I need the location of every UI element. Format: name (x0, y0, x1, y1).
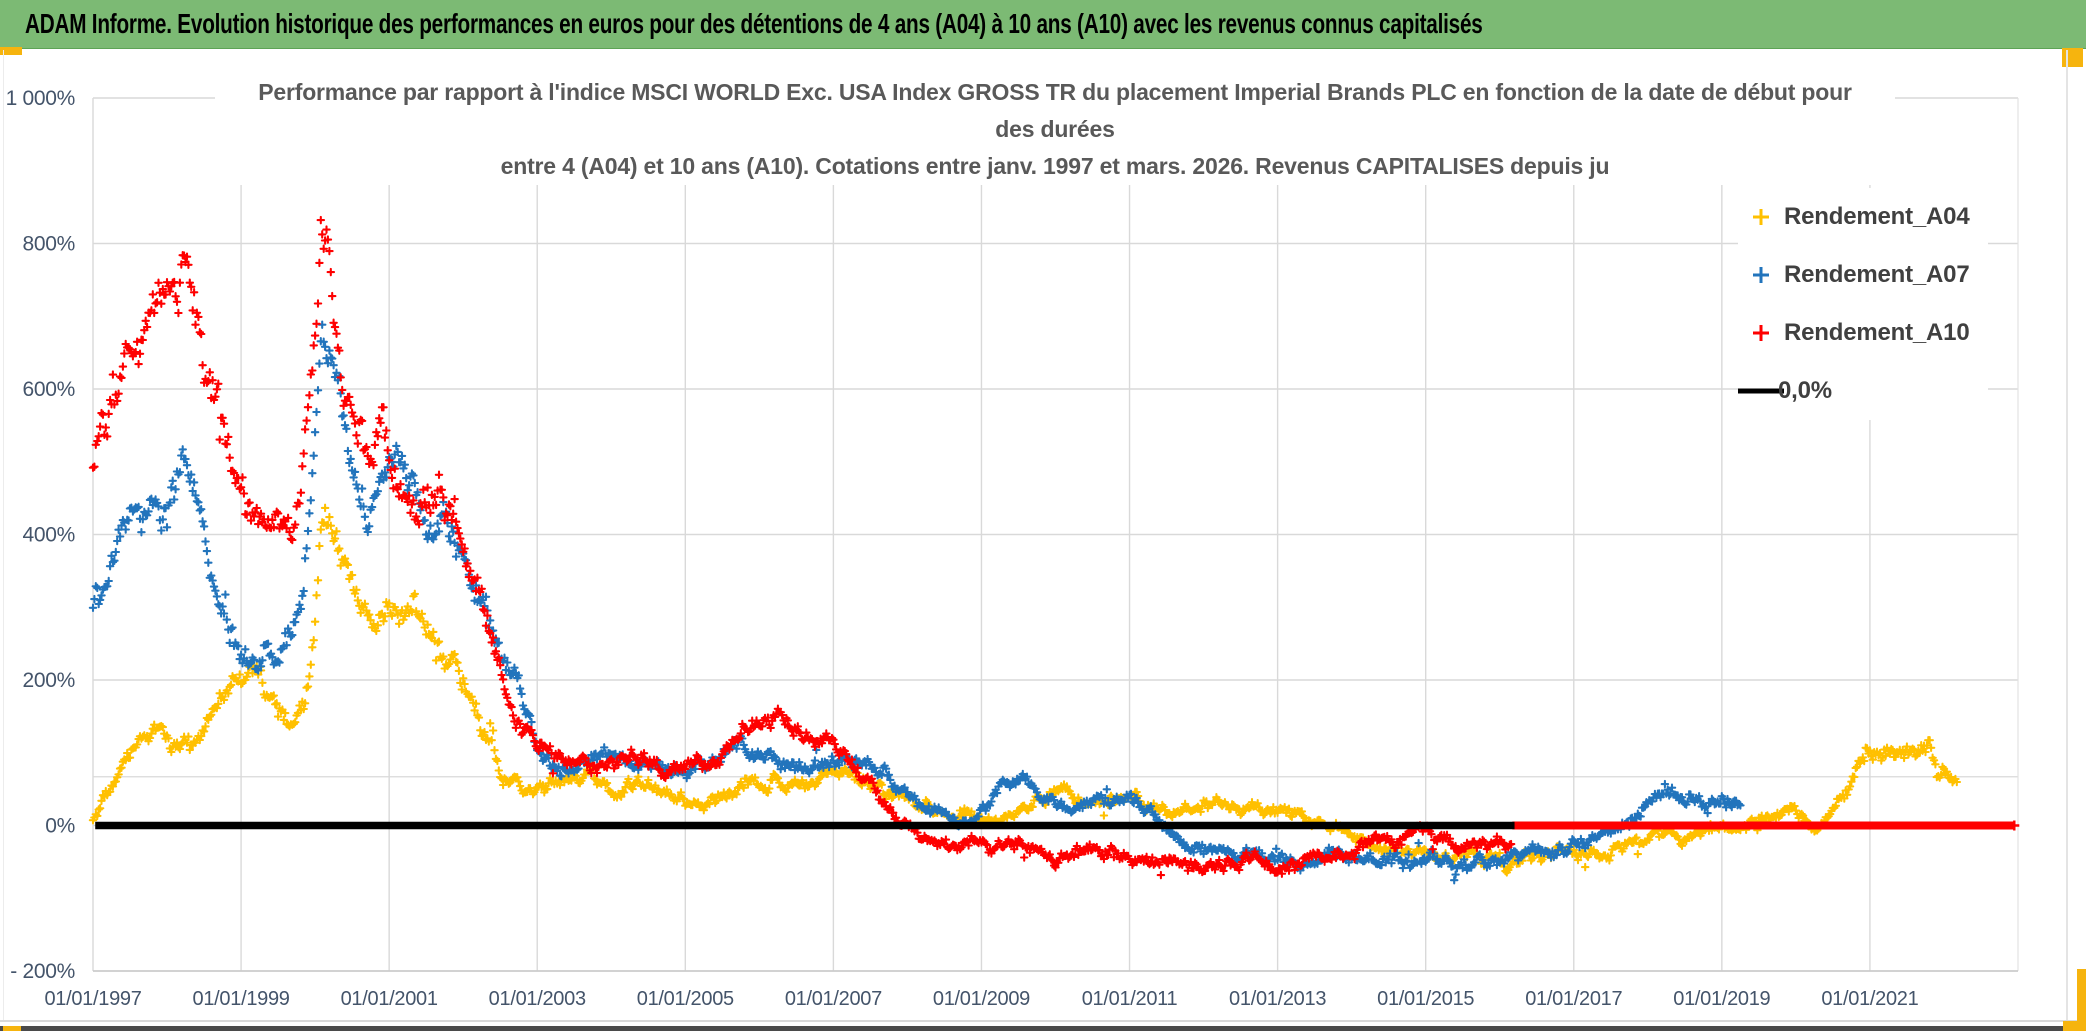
plus-marker-icon-a04 (1738, 206, 1784, 228)
x-axis-tick-label: 01/01/2015 (1377, 988, 1474, 1010)
y-axis-tick-label: 0% (45, 815, 75, 838)
chart-title-line-2: des durées (995, 116, 1115, 142)
x-axis-tick-label: 01/01/2019 (1673, 988, 1770, 1010)
legend-label: Rendement_A07 (1784, 261, 1970, 288)
plus-marker-icon-a07 (1738, 264, 1784, 286)
gold-corner-bottom-right (2063, 1021, 2086, 1031)
legend[interactable]: Rendement_A04 Rendement_A07 Rendement_A1… (1738, 188, 1988, 420)
y-axis-tick-label: 400% (22, 524, 75, 547)
x-axis-tick-label: 01/01/2007 (785, 988, 882, 1010)
legend-item-zero-line[interactable]: 0,0% (1738, 362, 1988, 420)
window-border-right (2066, 50, 2068, 1021)
legend-item-rendement-a10[interactable]: Rendement_A10 (1738, 304, 1988, 362)
x-axis-tick-label: 01/01/1999 (193, 988, 290, 1010)
gold-tab-top-left (0, 47, 22, 55)
y-axis-tick-label: 800% (22, 233, 75, 256)
top-banner: ADAM Informe. Evolution historique des p… (0, 0, 2086, 49)
y-axis-tick-label: 200% (22, 669, 75, 692)
plus-marker-icon-a10 (1738, 322, 1784, 344)
y-axis-tick-label: - 200% (10, 960, 75, 983)
chart-title-line-3: entre 4 (A04) et 10 ans (A10). Cotations… (500, 153, 1610, 179)
gold-square-bottom-left (3, 1026, 21, 1031)
x-axis-tick-label: 01/01/2013 (1229, 988, 1326, 1010)
x-axis-tick-label: 01/01/2011 (1082, 988, 1178, 1010)
x-axis-tick-label: 01/01/2021 (1821, 988, 1918, 1010)
legend-item-rendement-a04[interactable]: Rendement_A04 (1738, 188, 1988, 246)
y-axis-tick-label: 1 000% (6, 87, 75, 110)
window-border-bottom-dark (0, 1026, 2086, 1031)
y-axis-tick-label: 600% (22, 378, 75, 401)
window-border-bottom-light (0, 1020, 2086, 1022)
banner-title: ADAM Informe. Evolution historique des p… (25, 8, 1483, 39)
x-axis-tick-label: 01/01/1997 (44, 988, 141, 1010)
scatter-series-Rendement_A07 (88, 320, 1745, 885)
x-axis-tick-label: 01/01/2009 (933, 988, 1030, 1010)
x-axis-tick-label: 01/01/2003 (489, 988, 586, 1010)
x-axis-tick-label: 01/01/2005 (637, 988, 734, 1010)
legend-item-rendement-a07[interactable]: Rendement_A07 (1738, 246, 1988, 304)
legend-label: 0,0% (1778, 377, 1832, 404)
legend-label: Rendement_A10 (1784, 319, 1970, 346)
flat-zero-end-marker (2009, 820, 2020, 831)
x-axis-tick-label: 01/01/2001 (341, 988, 438, 1010)
chart-title-line-1: Performance par rapport à l'indice MSCI … (258, 79, 1852, 105)
legend-label: Rendement_A04 (1784, 203, 1970, 230)
window-border-left (3, 50, 4, 1021)
scatter-series-Rendement_A10 (88, 215, 1516, 880)
gold-strip-right (2077, 969, 2086, 1031)
x-axis-tick-label: 01/01/2017 (1525, 988, 1622, 1010)
zero-line-sample-icon (1738, 386, 1784, 396)
scatter-series-Rendement_A04 (88, 503, 1962, 877)
chart-title: Performance par rapport à l'indice MSCI … (215, 74, 1895, 185)
